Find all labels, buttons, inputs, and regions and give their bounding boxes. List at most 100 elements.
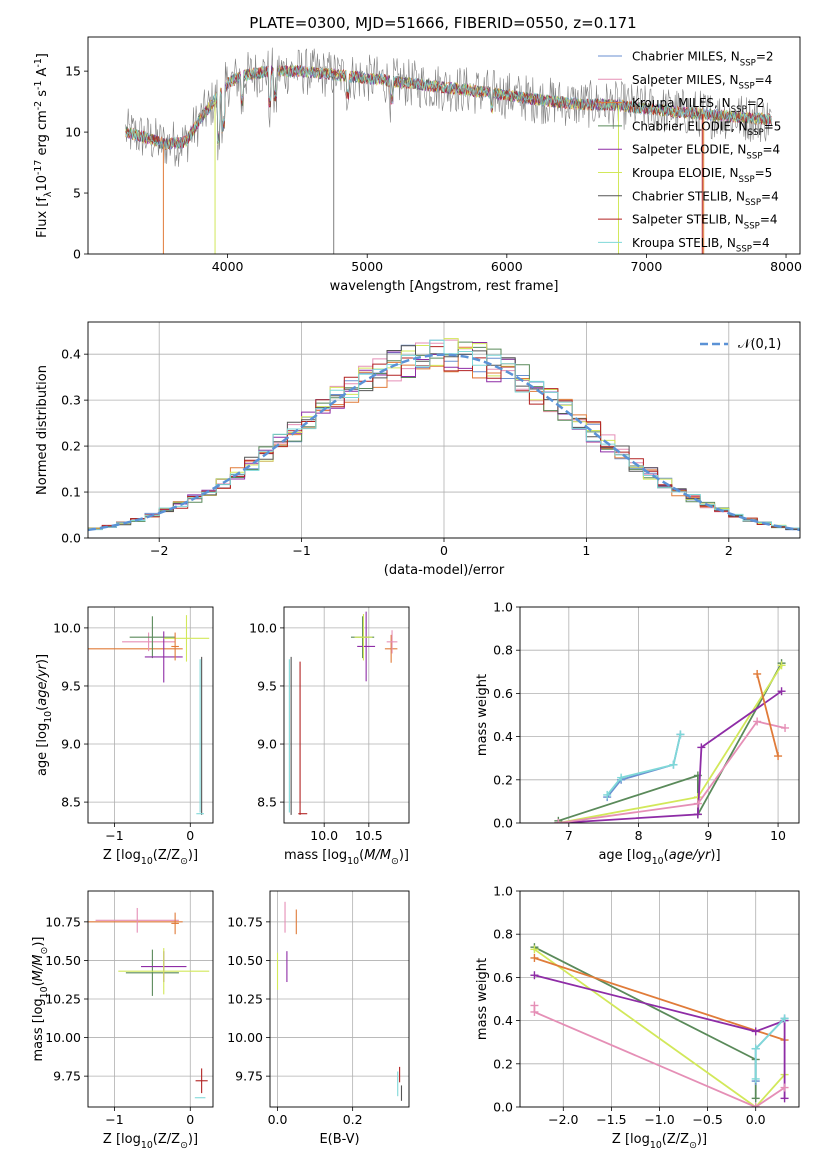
x-tick-label: −1 — [105, 828, 123, 843]
weight-series-line — [754, 1017, 786, 1079]
x-axis-label: mass [log10​(M/M⊙​)] — [284, 848, 409, 867]
errorbar-point — [171, 632, 179, 661]
y-tick-label: 0 — [73, 247, 81, 262]
weight-marker — [777, 661, 786, 670]
weight-series-line — [756, 673, 779, 757]
errorbar-point — [195, 1068, 208, 1094]
x-tick-label: 0 — [440, 543, 448, 558]
weight-marker — [751, 1103, 760, 1107]
y-tick-label: 1.0 — [493, 884, 513, 899]
weight-marker — [693, 810, 702, 819]
y-tick-label: 10.75 — [45, 914, 81, 929]
x-tick-label: 0.0 — [746, 1112, 766, 1127]
y-tick-label: 10 — [65, 125, 81, 140]
x-tick-label: 5000 — [351, 259, 383, 274]
y-axis-label: Normed distribution — [35, 365, 50, 495]
x-tick-label: 10 — [770, 828, 786, 843]
weight-marker — [530, 953, 539, 962]
y-tick-label: 9.5 — [61, 678, 81, 693]
y-tick-label: 10.0 — [249, 620, 277, 635]
legend-label: 𝒩(0,1) — [738, 337, 781, 352]
errorbar-point — [354, 613, 373, 661]
errorbar-point — [118, 948, 210, 995]
y-tick-label: 10.25 — [45, 992, 81, 1007]
y-tick-label: 0.0 — [61, 531, 81, 546]
y-tick-label: 0.8 — [493, 643, 513, 658]
x-tick-label: −1.0 — [644, 1112, 674, 1127]
axes-frame — [519, 890, 800, 1108]
weight-marker — [676, 730, 685, 739]
plot-area-weight_vs_age — [554, 659, 790, 823]
x-tick-label: 10.0 — [310, 828, 338, 843]
y-axis-label: age [log10​(age/yr)] — [35, 654, 54, 776]
weight-series-line — [558, 664, 783, 823]
x-tick-label: 6000 — [491, 259, 523, 274]
weight-marker — [781, 723, 790, 732]
errorbar-point — [144, 631, 183, 683]
axes-frame — [87, 890, 214, 1108]
x-tick-label: −1 — [105, 1112, 123, 1127]
legend: Chabrier MILES, NSSP​=2 Salpeter MILES, N… — [598, 50, 781, 255]
plot-area-age_vs_Z — [88, 615, 210, 815]
x-axis-label: Z [log10​(Z/Z⊙​)] — [612, 1132, 707, 1151]
x-axis-label: (data-model)/error — [384, 563, 505, 578]
weight-series-line — [558, 662, 783, 822]
plot-area-spectrum — [125, 47, 772, 254]
errorbar-point — [386, 630, 398, 654]
figure-title: PLATE=0300, MJD=51666, FIBERID=0550, z=0… — [249, 14, 636, 32]
x-tick-label: 7000 — [631, 259, 663, 274]
weight-marker — [753, 669, 762, 678]
weight-series-line — [533, 948, 786, 1107]
panel-mass_vs_ebv: 0.0 0.2 9.75 10.00 10.25 10.50 10.75 E(B-V) — [227, 890, 410, 1147]
x-tick-label: 2 — [725, 543, 733, 558]
legend-label: Kroupa ELODIE, NSSP​=5 — [632, 166, 772, 185]
weight-series-line — [558, 690, 783, 823]
weight-series-line — [534, 957, 785, 1041]
errorbar-point — [95, 907, 179, 933]
y-tick-label: 8.5 — [257, 795, 277, 810]
y-tick-label: 8.5 — [61, 795, 81, 810]
errorbar-point — [171, 912, 179, 935]
y-tick-label: 0.3 — [61, 393, 81, 408]
normal-distribution-line — [88, 353, 800, 532]
x-axis-label: wavelength [Angstrom, rest frame] — [330, 279, 559, 294]
y-tick-label: 0.2 — [493, 772, 513, 787]
x-tick-label: −1 — [292, 543, 310, 558]
weight-marker — [693, 799, 702, 808]
x-axis-label: E(B-V) — [319, 1132, 359, 1147]
legend-label: Salpeter ELODIE, NSSP​=4 — [632, 143, 780, 162]
y-tick-label: 10.50 — [227, 953, 263, 968]
y-tick-label: 10.50 — [45, 953, 81, 968]
x-tick-label: −2 — [150, 543, 168, 558]
weight-marker — [780, 1083, 789, 1092]
y-tick-label: 1.0 — [493, 600, 513, 615]
y-tick-label: 0.0 — [493, 816, 513, 831]
y-axis-label: mass weight — [475, 958, 490, 1040]
weight-marker — [774, 752, 783, 761]
weight-marker — [753, 717, 762, 726]
plot-area-age_vs_mass — [288, 611, 398, 815]
errorbar-point — [384, 634, 398, 663]
x-tick-label: 8 — [635, 828, 643, 843]
x-axis-label: Z [log10​(Z/Z⊙​)] — [103, 1132, 198, 1151]
weight-marker — [780, 1014, 789, 1023]
y-tick-label: 9.5 — [257, 678, 277, 693]
weight-marker — [603, 790, 612, 799]
legend-label: Kroupa STELIB, NSSP​=4 — [632, 236, 770, 255]
y-tick-label: 10.00 — [227, 1030, 263, 1045]
y-tick-label: 9.75 — [53, 1069, 81, 1084]
y-tick-label: 5 — [73, 186, 81, 201]
y-tick-label: 0.2 — [493, 1056, 513, 1071]
panel-weight_vs_age: 7 8 9 10 0.0 0.2 0.4 0.6 0.8 1.0 age [log10​(age/y… — [475, 600, 800, 867]
weight-marker — [751, 1027, 760, 1036]
legend-label: Kroupa MILES, NSSP​=2 — [632, 96, 764, 115]
y-tick-label: 10.0 — [53, 620, 81, 635]
x-axis-label: Z [log10​(Z/Z⊙​)] — [103, 848, 198, 867]
x-tick-label: 10.5 — [355, 828, 383, 843]
y-tick-label: 15 — [65, 64, 81, 79]
errorbar-point — [129, 616, 176, 659]
weight-marker — [751, 1094, 760, 1103]
weight-marker — [530, 1007, 539, 1016]
panel-age_vs_mass: 10.0 10.5 8.5 9.0 9.5 10.0 mass [log10​(M/M⊙​)… — [249, 606, 410, 867]
y-tick-label: 0.4 — [493, 729, 513, 744]
